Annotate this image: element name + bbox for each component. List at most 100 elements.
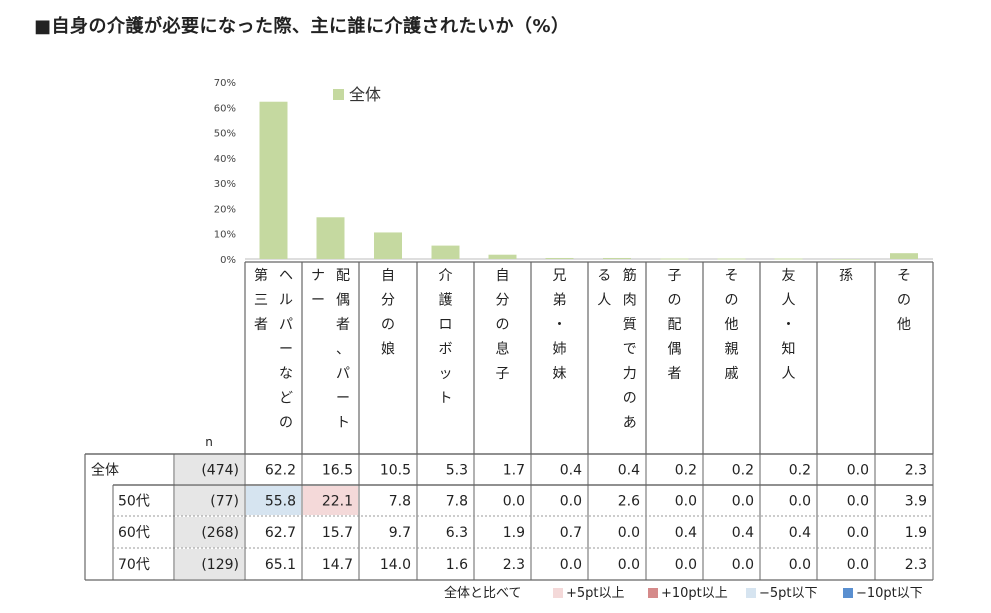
cell-value: 0.4 [789, 525, 811, 541]
cell-value: 1.9 [905, 525, 927, 541]
cell-value: 0.2 [675, 463, 697, 479]
bar [316, 217, 345, 259]
cell-value: 0.0 [560, 557, 582, 573]
bar [890, 253, 918, 259]
chart-title: ■自身の介護が必要になった際、主に誰に介護されたいか（%） [34, 16, 570, 37]
cell-value: 0.0 [847, 463, 869, 479]
cell-value: 0.0 [847, 557, 869, 573]
cell-value: 0.2 [789, 463, 811, 479]
bar [660, 258, 689, 260]
cell-value: 62.7 [265, 525, 296, 541]
footer-legend-label: +10pt以上 [661, 586, 728, 601]
footer-legend-label: −10pt以下 [856, 586, 923, 601]
cell-value: 16.5 [322, 463, 353, 479]
category-label-line: 子の配偶者 [668, 268, 682, 382]
category-label-line: ナー [311, 268, 325, 309]
category-label-line: 筋肉質で力のあ [623, 267, 637, 431]
bar [259, 101, 288, 259]
row-label: 50代 [118, 494, 150, 510]
y-tick-label: 40% [214, 154, 236, 165]
cell-value: 0.0 [618, 525, 640, 541]
n-cell-bg [175, 455, 244, 485]
category-label: 孫 [839, 268, 853, 284]
cell-value: 15.7 [322, 525, 353, 541]
category-label-line: 孫 [839, 268, 853, 284]
cell-value: 65.1 [265, 557, 296, 573]
footer-legend: 全体と比べて +5pt以上 +10pt以上 −5pt以下 −10pt以下 [444, 585, 923, 601]
legend: 全体 [333, 85, 381, 104]
n-value: (77) [210, 494, 239, 510]
y-tick-label: 60% [214, 103, 236, 114]
cell-value: 2.3 [503, 557, 525, 573]
cell-value: 0.0 [789, 494, 811, 510]
cell-value: 5.3 [446, 463, 468, 479]
legend-swatch [333, 89, 344, 100]
cell-value: 0.0 [675, 494, 697, 510]
category-label: その他親戚 [725, 268, 739, 382]
cell-value: 3.9 [905, 494, 927, 510]
cell-value: 1.6 [446, 557, 468, 573]
category-label: 介護ロボット [439, 268, 453, 407]
bar [603, 257, 631, 259]
n-value: (474) [201, 463, 239, 479]
category-label: 自分の娘 [381, 268, 395, 358]
category-label: 兄弟・姉妹 [553, 268, 567, 382]
category-label-line: 自分の息子 [496, 268, 510, 382]
cell-value: 0.4 [560, 463, 582, 479]
cell-value: 0.7 [560, 525, 582, 541]
cell-value: 10.5 [380, 463, 411, 479]
category-label: 友人・知人 [782, 268, 796, 382]
bar [717, 258, 746, 260]
cell-value: 0.0 [732, 557, 754, 573]
row-label: 全体 [91, 462, 119, 479]
footer-swatch [553, 588, 563, 598]
bar [374, 232, 402, 259]
cell-value: 1.9 [503, 525, 525, 541]
bars [259, 101, 918, 260]
cell-value: 0.0 [732, 494, 754, 510]
bar [488, 254, 517, 259]
cell-value: 6.3 [446, 525, 468, 541]
legend-label: 全体 [349, 85, 381, 104]
bar [431, 245, 460, 259]
footer-legend-label: +5pt以上 [566, 586, 625, 601]
cell-value: 0.0 [560, 494, 582, 510]
category-label: その他 [897, 268, 911, 333]
category-label-line: る人 [597, 268, 611, 309]
cell-value: 55.8 [265, 494, 296, 510]
n-value: (268) [201, 525, 239, 541]
n-value: (129) [201, 557, 239, 573]
cell-value: 62.2 [265, 463, 296, 479]
cell-value: 7.8 [446, 494, 468, 510]
cell-value: 2.3 [905, 463, 927, 479]
cell-value: 1.7 [503, 463, 525, 479]
category-labels: ヘルパーなどの第三者配偶者、パートナー自分の娘介護ロボット自分の息子兄弟・姉妹筋… [205, 267, 911, 449]
data-table: 全体 (474) 62.2 16.5 10.5 5.3 1.7 0.4 0.4 0.2 0.2 0.2… [85, 453, 933, 580]
table-row: 全体 (474) 62.2 16.5 10.5 5.3 1.7 0.4 0.4 0.2 0.2 0.2… [91, 455, 927, 485]
bar [832, 259, 860, 260]
highlight-cell [246, 486, 301, 515]
y-tick-label: 50% [214, 129, 236, 140]
category-label-line: 配偶者、パート [336, 268, 350, 431]
n-header: n [205, 435, 213, 449]
cell-value: 0.0 [503, 494, 525, 510]
category-label-line: 介護ロボット [439, 268, 453, 407]
bar [774, 258, 803, 260]
category-label: 子の配偶者 [668, 268, 682, 382]
category-label-line: 第三者 [254, 267, 268, 333]
cell-value: 0.0 [618, 557, 640, 573]
y-tick-label: 30% [214, 179, 236, 190]
y-tick-label: 0% [220, 255, 236, 266]
row-label: 70代 [118, 557, 150, 573]
cell-value: 22.1 [322, 494, 353, 510]
cell-value: 0.0 [847, 525, 869, 541]
n-cell-bg [175, 549, 244, 580]
bar [545, 257, 574, 259]
highlight-cell [303, 486, 358, 515]
category-label-line: 自分の娘 [381, 268, 395, 358]
table-row: 70代 (129) 65.1 14.7 14.0 1.6 2.3 0.0 0.0 0.0 0.0 0.… [118, 549, 927, 580]
cell-value: 14.7 [322, 557, 353, 573]
